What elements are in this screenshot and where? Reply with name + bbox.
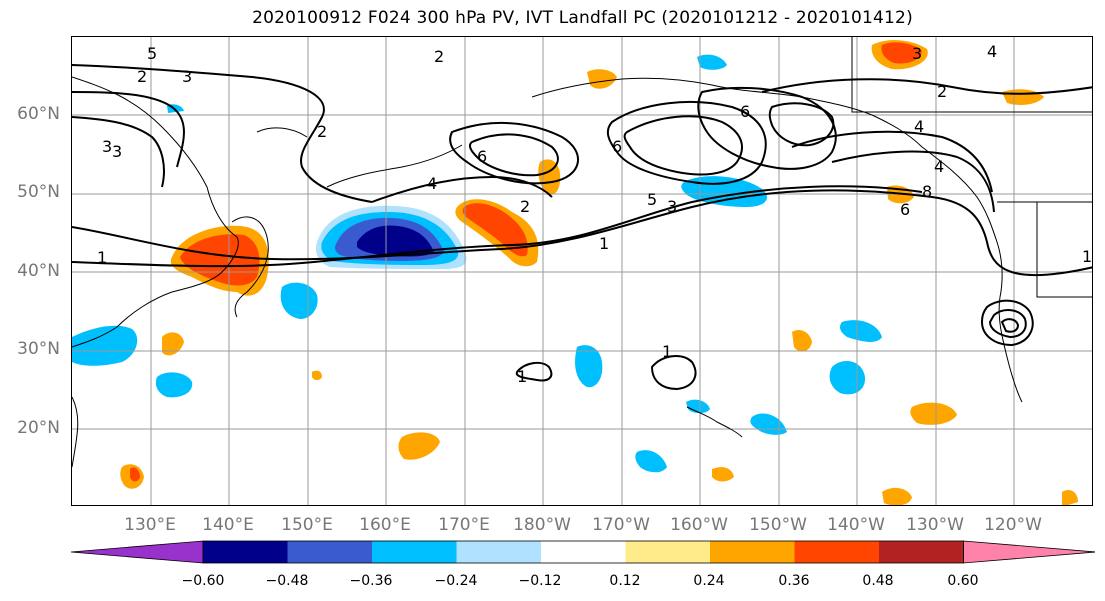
colorbar-segment (70, 540, 204, 564)
contour-label: 6 (477, 147, 487, 166)
contour-label: 2 (520, 197, 530, 216)
coastlines (72, 37, 1092, 468)
colorbar-tick: −0.60 (181, 573, 225, 589)
contour-label: 1 (517, 367, 527, 386)
colorbar-segment (625, 541, 710, 563)
contour-label: 1 (97, 248, 107, 267)
contour-label: 5 (647, 190, 657, 209)
contour-label: 2 (937, 82, 947, 101)
contour-label: 4 (934, 157, 944, 176)
lon-label: 170°W (592, 515, 650, 535)
lon-label: 130°W (906, 515, 964, 535)
contour-label: 3 (102, 137, 112, 156)
contour-label: 3 (182, 67, 192, 86)
contour-label: 2 (317, 122, 327, 141)
lon-label: 160°W (670, 515, 728, 535)
colorbar-segment (287, 541, 372, 563)
colorbar-tick: −0.36 (349, 573, 393, 589)
lon-label: 150°E (281, 515, 333, 535)
colorbar-tick: 0.24 (693, 573, 725, 589)
contour-label: 3 (112, 142, 122, 161)
contour-label: 2 (434, 47, 444, 66)
colorbar-segment (963, 540, 1095, 564)
contour-label: 1 (1082, 247, 1092, 266)
contour-label: 6 (740, 102, 750, 121)
lon-label: 120°W (984, 515, 1042, 535)
lat-label-50n: 50°N (17, 182, 60, 202)
chart-title: 2020100912 F024 300 hPa PV, IVT Landfall… (252, 8, 913, 28)
contour-label: 4 (987, 42, 997, 61)
pv-contours (72, 64, 1092, 391)
map-plot: 1 1 1 1 1 2 2 2 2 2 3 3 3 3 4 4 4 4 5 5 … (72, 37, 1092, 505)
contour-label: 4 (914, 117, 924, 136)
lat-label-30n: 30°N (17, 339, 60, 359)
colorbar-segment (541, 541, 626, 563)
lon-label: 140°W (827, 515, 885, 535)
contour-label: 1 (662, 342, 672, 361)
colorbar-segment (794, 541, 879, 563)
shaded-field (72, 40, 1078, 505)
contour-label: 3 (667, 197, 677, 216)
colorbar-segment (203, 541, 288, 563)
colorbar-segment (456, 541, 541, 563)
contour-label: 6 (612, 137, 622, 156)
lon-label: 170°E (438, 515, 490, 535)
colorbar-tick: 0.60 (947, 573, 979, 589)
lon-label: 180°W (513, 515, 571, 535)
lat-label-60n: 60°N (17, 104, 60, 124)
colorbar-segment (879, 541, 964, 563)
contour-label: 5 (147, 44, 157, 63)
map-panel: 1 1 1 1 1 2 2 2 2 2 3 3 3 3 4 4 4 4 5 5 … (71, 36, 1093, 506)
colorbar-tick: 0.36 (778, 573, 810, 589)
colorbar-tick: −0.48 (265, 573, 309, 589)
contour-labels: 1 1 1 1 1 2 2 2 2 2 3 3 3 3 4 4 4 4 5 5 … (97, 42, 1092, 386)
colorbar (70, 540, 1095, 564)
lon-label: 130°E (124, 515, 176, 535)
contour-label: 6 (900, 200, 910, 219)
lon-label: 160°E (359, 515, 411, 535)
contour-label: 1 (599, 234, 609, 253)
colorbar-tick: −0.24 (434, 573, 478, 589)
colorbar-segment (710, 541, 795, 563)
contour-label: 2 (137, 67, 147, 86)
lon-label: 140°E (202, 515, 254, 535)
colorbar-segment (372, 541, 457, 563)
contour-label: 3 (912, 44, 922, 63)
lat-label-20n: 20°N (17, 418, 60, 438)
colorbar-segments (70, 540, 1095, 564)
graticule (72, 37, 1092, 505)
colorbar-tick: −0.12 (518, 573, 562, 589)
lon-label: 150°W (749, 515, 807, 535)
contour-label: 4 (427, 174, 437, 193)
colorbar-tick: 0.12 (609, 573, 641, 589)
colorbar-tick: 0.48 (862, 573, 894, 589)
colorbar-outline (202, 540, 964, 564)
lat-label-40n: 40°N (17, 261, 60, 281)
contour-label: 8 (922, 182, 932, 201)
